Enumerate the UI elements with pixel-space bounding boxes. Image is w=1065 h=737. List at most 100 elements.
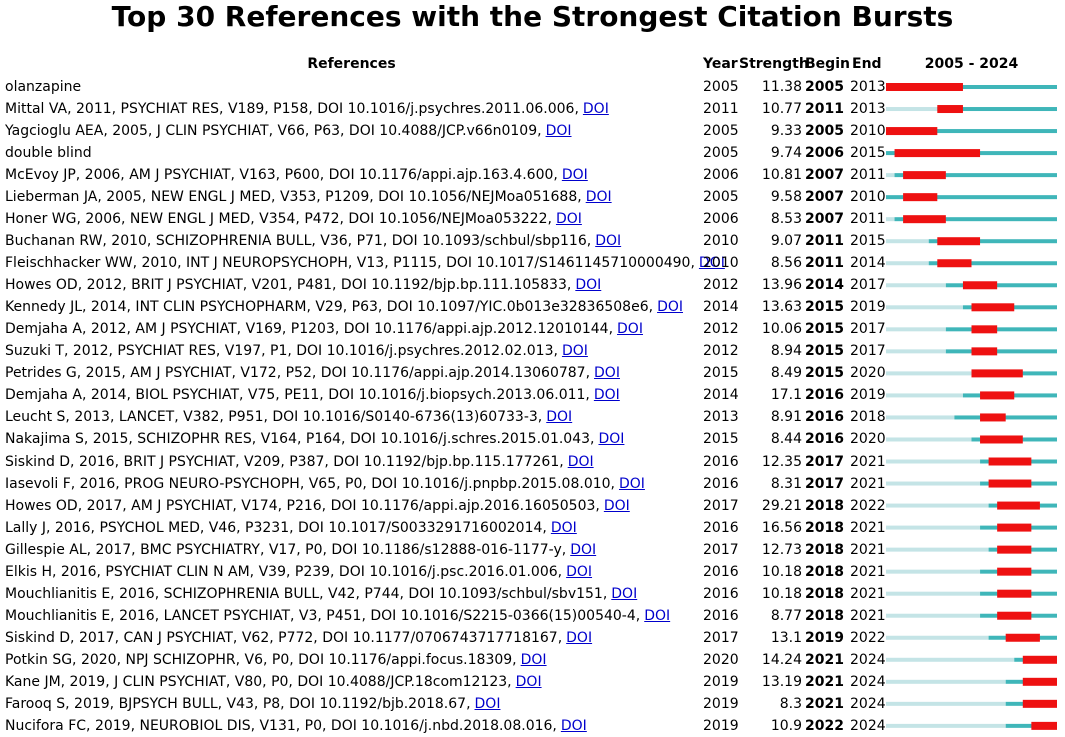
doi-link[interactable]: DOI xyxy=(520,651,547,668)
burst xyxy=(980,413,1006,422)
reference: Mouchlianitis E, 2016, SCHIZOPHRENIA BUL… xyxy=(5,585,638,602)
year: 2020 xyxy=(703,651,739,668)
before-publication xyxy=(886,613,981,618)
doi-link[interactable]: DOI xyxy=(546,409,573,426)
burst xyxy=(980,391,1015,400)
doi-link[interactable]: DOI xyxy=(593,387,620,404)
burst xyxy=(1022,699,1057,708)
strength: 8.56 xyxy=(770,255,802,272)
doi-link[interactable]: DOI xyxy=(555,211,582,228)
before-publication xyxy=(886,459,981,464)
begin: 2019 xyxy=(805,629,844,646)
end: 2021 xyxy=(850,607,886,624)
reference: Yagcioglu AEA, 2005, J CLIN PSYCHIAT, V6… xyxy=(5,123,572,140)
strength: 29.21 xyxy=(761,497,802,514)
end: 2017 xyxy=(850,343,886,360)
strength: 10.18 xyxy=(761,585,802,602)
strength: 12.73 xyxy=(761,541,802,558)
year: 2017 xyxy=(703,497,739,514)
end: 2022 xyxy=(850,497,886,514)
strength: 17.1 xyxy=(770,387,802,404)
doi-link[interactable]: DOI xyxy=(611,585,638,602)
burst xyxy=(997,567,1032,576)
after-publication xyxy=(928,261,1057,266)
year: 2019 xyxy=(703,673,739,690)
begin: 2007 xyxy=(805,167,844,184)
end: 2021 xyxy=(850,563,886,580)
doi-link[interactable]: DOI xyxy=(657,299,683,316)
doi-link[interactable]: DOI xyxy=(561,167,588,184)
doi-link[interactable]: DOI xyxy=(560,717,587,734)
begin: 2021 xyxy=(805,651,844,668)
burst xyxy=(903,171,946,180)
end: 2021 xyxy=(850,453,886,470)
doi-link[interactable]: DOI xyxy=(598,431,625,448)
doi-link[interactable]: DOI xyxy=(474,695,501,712)
doi-link[interactable]: DOI xyxy=(566,563,593,580)
begin: 2015 xyxy=(805,343,844,360)
doi-link[interactable]: DOI xyxy=(545,123,572,140)
doi-link[interactable]: DOI xyxy=(582,101,609,118)
begin: 2007 xyxy=(805,211,844,228)
strength: 9.07 xyxy=(770,233,802,250)
year: 2017 xyxy=(703,541,739,558)
before-publication xyxy=(886,305,963,310)
strength: 13.19 xyxy=(761,673,802,690)
begin: 2022 xyxy=(805,717,844,734)
doi-link[interactable]: DOI xyxy=(566,629,593,646)
begin: 2016 xyxy=(805,431,844,448)
strength: 10.77 xyxy=(761,101,802,118)
begin: 2007 xyxy=(805,189,844,206)
doi-link[interactable]: DOI xyxy=(550,519,577,536)
begin: 2015 xyxy=(805,299,844,316)
end: 2021 xyxy=(850,519,886,536)
year: 2014 xyxy=(703,387,739,404)
reference: Farooq S, 2019, BJPSYCH BULL, V43, P8, D… xyxy=(5,695,501,712)
end: 2018 xyxy=(850,409,886,426)
end: 2021 xyxy=(850,585,886,602)
doi-link[interactable]: DOI xyxy=(515,673,542,690)
end: 2021 xyxy=(850,541,886,558)
reference: Elkis H, 2016, PSYCHIAT CLIN N AM, V39, … xyxy=(5,563,593,580)
burst xyxy=(971,369,1023,378)
end: 2020 xyxy=(850,365,886,382)
end: 2015 xyxy=(850,233,886,250)
burst xyxy=(962,281,998,290)
strength: 16.56 xyxy=(761,519,802,536)
before-publication xyxy=(886,107,938,112)
end: 2010 xyxy=(850,123,886,140)
doi-link[interactable]: DOI xyxy=(698,255,725,272)
doi-link[interactable]: DOI xyxy=(561,343,588,360)
strength: 10.18 xyxy=(761,563,802,580)
end: 2024 xyxy=(850,651,886,668)
before-publication xyxy=(886,371,972,376)
burst xyxy=(988,479,1032,488)
burst xyxy=(886,83,963,91)
reference: Mittal VA, 2011, PSYCHIAT RES, V189, P15… xyxy=(5,101,609,118)
reference: Mouchlianitis E, 2016, LANCET PSYCHIAT, … xyxy=(5,607,671,624)
doi-link[interactable]: DOI xyxy=(595,233,622,250)
reference: Petrides G, 2015, AM J PSYCHIAT, V172, P… xyxy=(5,365,620,382)
doi-link[interactable]: DOI xyxy=(585,189,612,206)
doi-link[interactable]: DOI xyxy=(575,277,602,294)
reference: Demjaha A, 2014, BIOL PSYCHIAT, V75, PE1… xyxy=(5,387,620,404)
doi-link[interactable]: DOI xyxy=(644,607,671,624)
year: 2012 xyxy=(703,343,739,360)
doi-link[interactable]: DOI xyxy=(567,453,594,470)
strength: 12.35 xyxy=(761,453,802,470)
burst xyxy=(971,347,998,356)
strength: 13.96 xyxy=(761,277,802,294)
doi-link[interactable]: DOI xyxy=(617,321,643,338)
strength: 8.44 xyxy=(770,431,802,448)
end: 2019 xyxy=(850,299,886,316)
reference: Gillespie AL, 2017, BMC PSYCHIATRY, V17,… xyxy=(5,541,597,558)
year: 2017 xyxy=(703,629,739,646)
before-publication xyxy=(886,503,989,508)
strength: 8.53 xyxy=(770,211,802,228)
doi-link[interactable]: DOI xyxy=(570,541,597,558)
doi-link[interactable]: DOI xyxy=(594,365,620,382)
reference: Lally J, 2016, PSYCHOL MED, V46, P3231, … xyxy=(5,519,577,536)
doi-link[interactable]: DOI xyxy=(618,475,645,492)
begin: 2018 xyxy=(805,497,844,514)
doi-link[interactable]: DOI xyxy=(603,497,630,514)
